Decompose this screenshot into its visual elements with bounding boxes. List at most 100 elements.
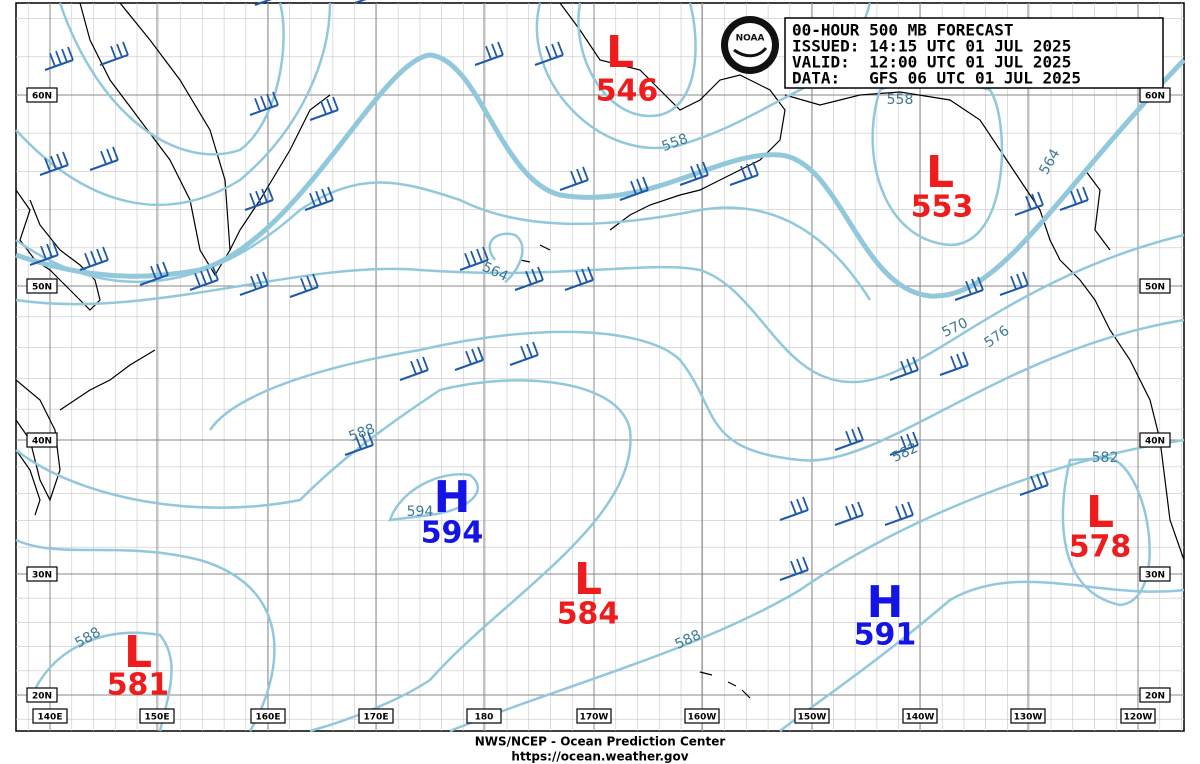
barb-feather <box>702 161 709 176</box>
barb-staff <box>534 54 564 66</box>
barb-feather <box>895 505 902 520</box>
barb-feather <box>520 345 527 360</box>
barb-feather <box>476 248 483 263</box>
coord-box <box>684 708 720 724</box>
wind-barb <box>939 351 969 376</box>
system-letter: H <box>434 472 471 523</box>
footer-line: https://ocean.weather.gov <box>511 750 688 764</box>
barb-feather <box>857 426 864 441</box>
wind-barb <box>834 426 864 451</box>
wind-barb <box>249 91 279 116</box>
barb-staff <box>189 279 219 291</box>
barb-staff <box>354 0 367 4</box>
barb-feather <box>61 48 68 63</box>
wind-barb <box>1019 471 1049 496</box>
barb-feather <box>261 188 268 203</box>
coord-label: 30N <box>1145 571 1165 581</box>
barb-feather <box>206 268 213 283</box>
system-value: 553 <box>911 190 974 225</box>
barb-feather <box>531 268 538 283</box>
coord-label: 60N <box>32 92 52 102</box>
barb-feather <box>249 192 256 207</box>
coord-label: 170E <box>364 713 389 723</box>
barb-feather <box>46 243 53 258</box>
barb-staff <box>454 359 484 371</box>
coord-box <box>26 278 58 294</box>
contour-thick <box>15 52 1186 299</box>
coord-box <box>358 708 394 724</box>
pressure-systems: L 546 L 553 H 594 L 584 L 578 L 581 H 59… <box>107 27 1132 703</box>
system-value: 546 <box>596 74 659 109</box>
barb-staff <box>999 284 1029 296</box>
system-letter: H <box>867 577 904 628</box>
barb-feather <box>326 98 333 113</box>
coord-box <box>1139 432 1171 448</box>
contour <box>779 580 1185 732</box>
wind-barb <box>454 346 484 371</box>
barb-feather <box>901 503 908 518</box>
barb-feather <box>110 45 117 60</box>
system-letter: L <box>926 147 954 198</box>
barb-feather <box>845 505 852 520</box>
logo-bird <box>733 46 768 58</box>
wind-barb <box>559 166 589 191</box>
barb-staff <box>1019 484 1049 496</box>
barb-staff <box>249 104 279 116</box>
wind-barb <box>779 496 809 521</box>
barb-staff <box>239 284 269 296</box>
header-line: VALID: 12:00 UTC 01 JUL 2025 <box>792 53 1071 72</box>
wind-barb <box>44 46 74 71</box>
barb-staff <box>779 569 809 581</box>
barb-feather <box>309 192 316 207</box>
barb-feather <box>636 178 643 193</box>
barb-feather <box>50 155 57 170</box>
wind-barb <box>564 266 594 291</box>
contour <box>1061 456 1151 607</box>
barb-feather <box>410 360 417 375</box>
barb-feather <box>907 501 914 516</box>
wind-barb <box>459 246 489 271</box>
barb-staff <box>729 174 759 186</box>
barb-feather <box>361 433 368 448</box>
header: NOAA 00-HOUR 500 MB FORECAST ISSUED: 14:… <box>721 16 1164 89</box>
barb-feather <box>1082 186 1089 201</box>
barb-feather <box>796 558 803 573</box>
barb-feather <box>1016 273 1023 288</box>
barb-feather <box>900 360 907 375</box>
wind-barb <box>514 266 544 291</box>
coord-box <box>26 687 58 703</box>
barb-staff <box>399 369 429 381</box>
contour <box>488 232 524 283</box>
wind-barb <box>289 273 319 298</box>
wind-barb <box>139 261 169 286</box>
barb-feather <box>752 161 759 176</box>
coord-label: 40N <box>32 437 52 447</box>
barb-feather <box>485 45 492 60</box>
footer-line: NWS/NCEP - Ocean Prediction Center <box>475 735 726 749</box>
contour-label: 582 <box>1092 450 1119 466</box>
barb-staff <box>884 514 914 526</box>
wind-barb <box>884 501 914 526</box>
barb-feather <box>962 351 969 366</box>
barb-feather <box>857 501 864 516</box>
barb-feather <box>906 358 913 373</box>
system-letter: L <box>1086 487 1114 538</box>
barb-staff <box>1014 204 1044 216</box>
logo-text: NOAA <box>736 34 765 44</box>
barb-feather <box>900 435 907 450</box>
barb-feather <box>262 271 269 286</box>
wind-barb <box>39 151 69 176</box>
barb-feather <box>906 433 913 448</box>
barb-staff <box>834 514 864 526</box>
coord-box <box>1139 566 1171 582</box>
coord-label: 50N <box>1145 283 1165 293</box>
barb-feather <box>150 265 157 280</box>
coord-label: 50N <box>32 283 52 293</box>
coord-box <box>794 708 830 724</box>
barb-feather <box>106 148 113 163</box>
coord-label: 140W <box>906 713 935 723</box>
coord-box <box>26 432 58 448</box>
barb-feather <box>256 273 263 288</box>
barb-feather <box>194 272 201 287</box>
system-letter: L <box>124 627 152 678</box>
